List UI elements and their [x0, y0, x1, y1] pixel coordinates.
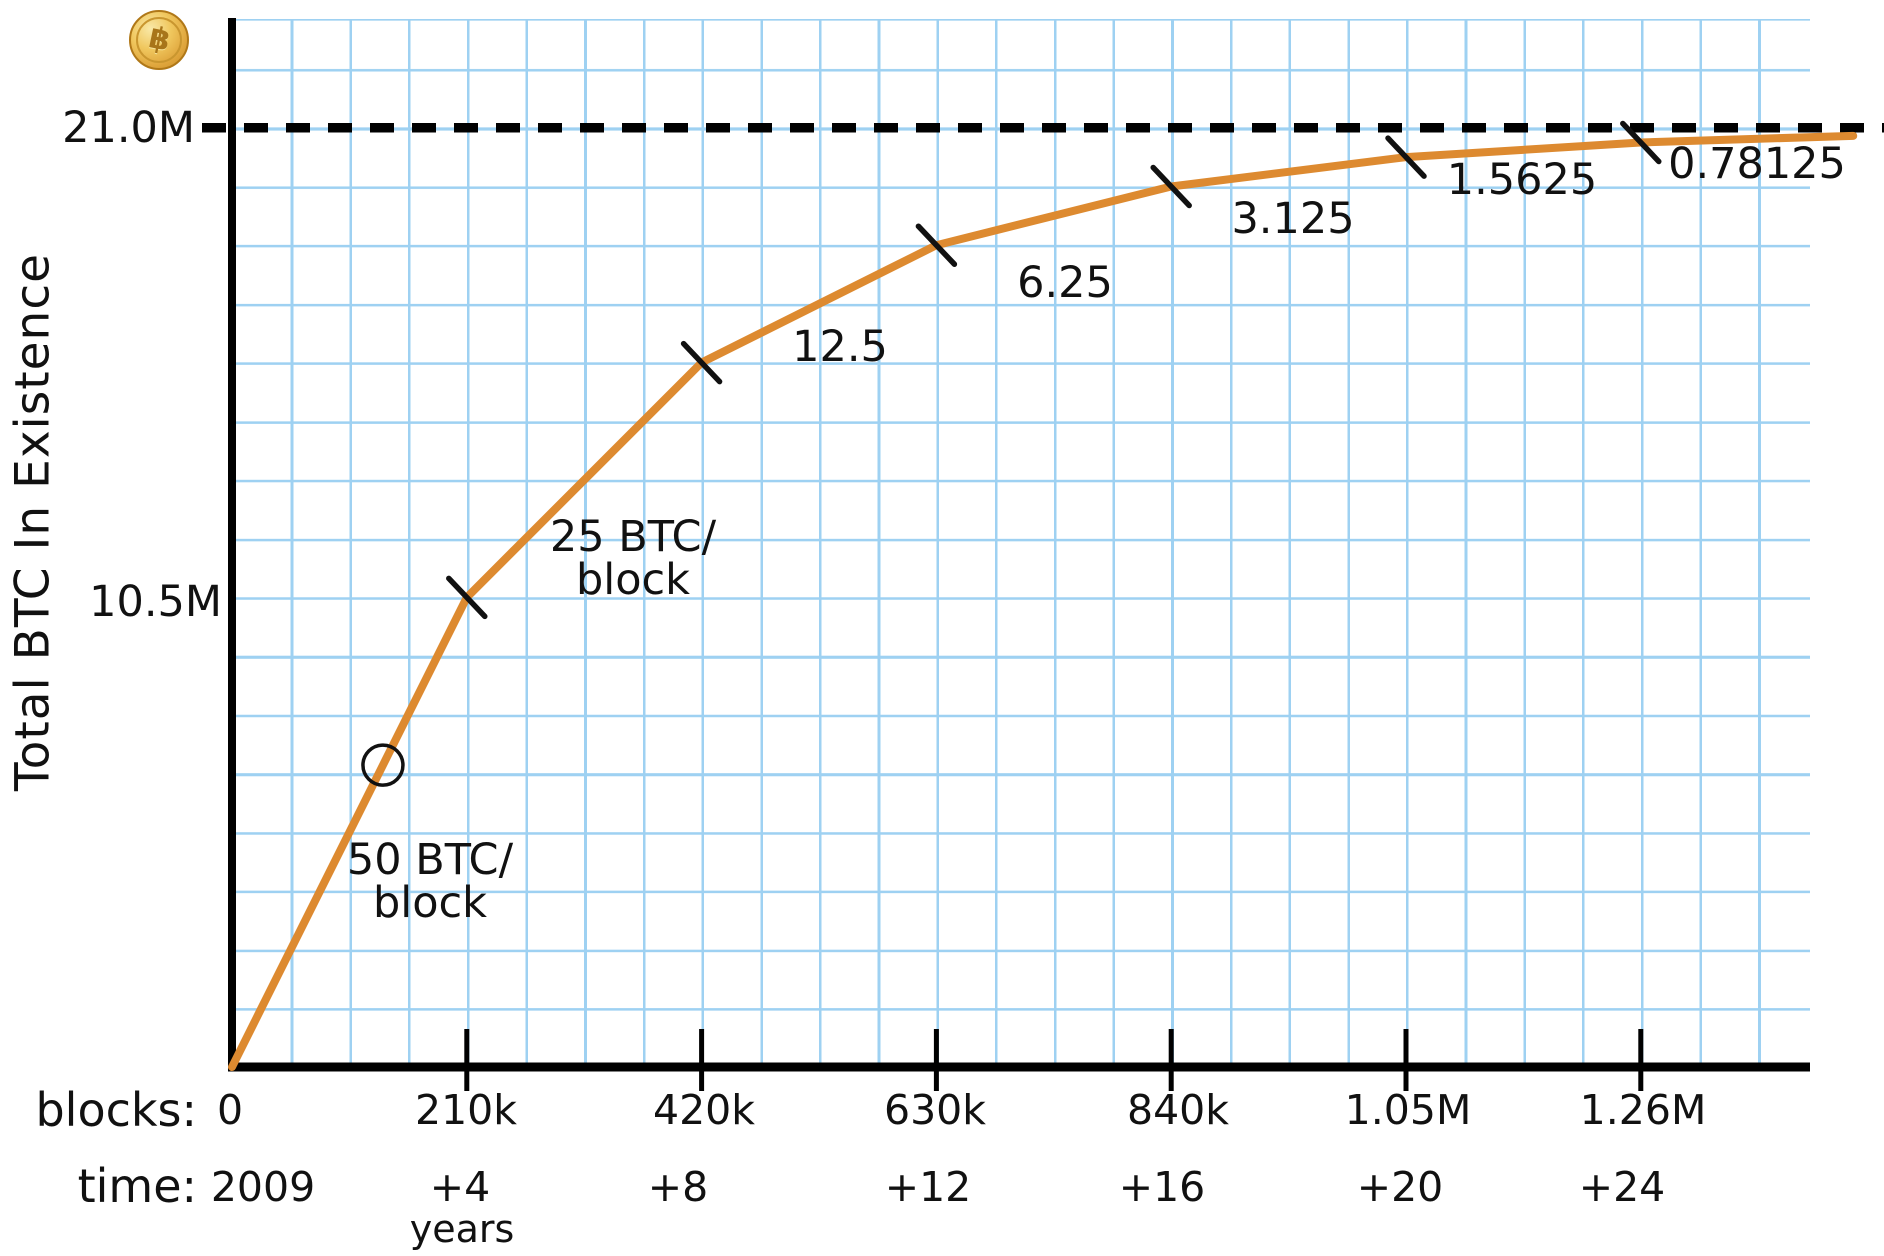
time-tick-20: +20	[1356, 1163, 1444, 1211]
bitcoin-coin-icon: ฿	[129, 10, 189, 70]
block-tick-1-26m: 1.26M	[1579, 1086, 1707, 1134]
annotation-era-25btc: 25 BTC/ block	[550, 516, 716, 602]
annotation-era-3-125: 3.125	[1231, 194, 1355, 244]
block-tick-840k: 840k	[1127, 1086, 1229, 1134]
y-tick-21m: 21.0M	[62, 103, 195, 153]
time-tick-8: +8	[647, 1163, 709, 1211]
time-tick-4: +4	[429, 1163, 491, 1211]
y-tick-10-5m: 10.5M	[89, 577, 222, 627]
block-tick-0: 0	[216, 1086, 244, 1134]
time-row-label: time:	[77, 1159, 197, 1213]
coin-inner-ring: ฿	[136, 17, 182, 63]
annotation-era-0-78125: 0.78125	[1668, 139, 1846, 189]
annotation-era-50btc-line1: 50 BTC/	[346, 835, 514, 885]
annotation-era-12-5: 12.5	[792, 322, 888, 372]
block-tick-420k: 420k	[653, 1086, 755, 1134]
block-tick-1-05m: 1.05M	[1344, 1086, 1472, 1134]
annotation-era-25btc-line2: block	[575, 555, 691, 605]
annotation-era-1-5625: 1.5625	[1446, 155, 1598, 205]
annotation-era-25btc-line1: 25 BTC/	[549, 512, 717, 562]
years-note: years	[409, 1207, 515, 1251]
blocks-row-label: blocks:	[35, 1083, 197, 1137]
time-tick-12: +12	[884, 1163, 972, 1211]
annotation-era-50btc-line2: block	[372, 878, 488, 928]
btc-symbol: ฿	[145, 20, 173, 59]
annotation-era-50btc: 50 BTC/ block	[347, 839, 513, 925]
annotation-era-6-25: 6.25	[1017, 258, 1113, 308]
time-tick-16: +16	[1118, 1163, 1206, 1211]
time-tick-24: +24	[1578, 1163, 1666, 1211]
block-tick-630k: 630k	[884, 1086, 986, 1134]
time-tick-2009: 2009	[210, 1163, 316, 1211]
y-axis-title: Total BTC In Existence	[5, 252, 61, 792]
block-tick-210k: 210k	[415, 1086, 517, 1134]
